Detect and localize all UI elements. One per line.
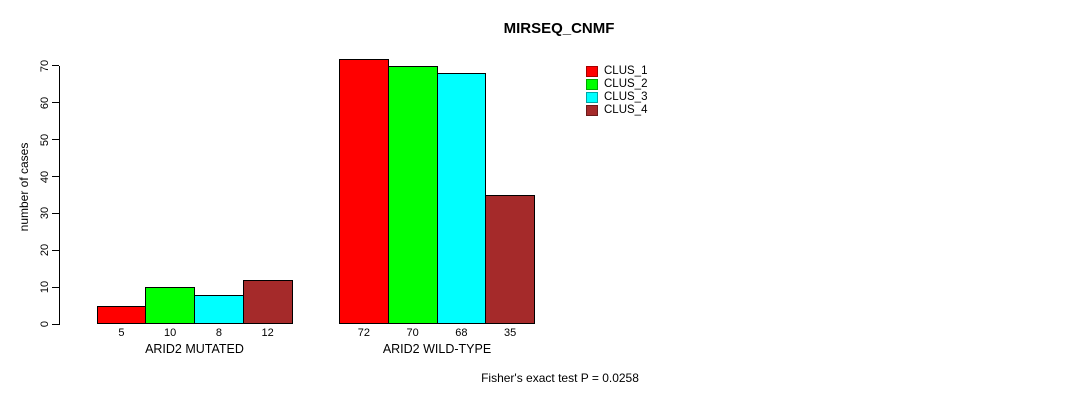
bar-clus_1-wildtype [339,58,389,324]
legend-label: CLUS_2 [604,78,648,90]
y-tick-label: 20 [39,244,51,257]
y-tick-mark [52,249,59,251]
y-axis-title: number of cases [17,142,31,232]
y-tick-mark [52,286,59,288]
bar-value-label: 5 [118,327,125,339]
y-tick-label: 60 [39,96,51,109]
y-tick-label: 40 [39,170,51,183]
y-tick-mark [52,176,59,178]
legend: CLUS_1 CLUS_2 CLUS_3 CLUS_4 [586,65,647,117]
legend-row-clus_2: CLUS_2 [586,78,647,91]
y-tick-label: 70 [39,59,51,73]
legend-label: CLUS_1 [604,65,648,77]
bar-value-label: 68 [455,327,468,339]
bar-clus_3-mutated [194,294,244,324]
bar-clus_3-wildtype [436,73,487,324]
legend-swatch-icon [586,66,598,77]
legend-swatch-icon [586,79,598,90]
bar-value-label: 12 [261,327,274,339]
fisher-test-annotation: Fisher's exact test P = 0.0258 [481,371,639,385]
legend-row-clus_3: CLUS_3 [586,91,647,104]
bar-value-label: 35 [504,327,517,339]
bar-value-label: 10 [164,327,177,339]
x-group-label: ARID2 WILD-TYPE [382,342,492,356]
bar-clus_1-mutated [96,305,147,324]
legend-row-clus_4: CLUS_4 [586,104,647,117]
bar-clus_4-wildtype [485,194,535,324]
legend-swatch-icon [586,105,598,116]
y-tick-label: 10 [39,281,51,294]
legend-label: CLUS_3 [604,91,648,103]
bar-value-label: 8 [215,327,222,339]
y-tick-label: 30 [39,207,51,220]
y-tick-mark [52,323,59,325]
y-axis-line [59,65,60,325]
y-tick-mark [52,65,59,67]
legend-label: CLUS_4 [604,104,648,116]
bar-value-label: 70 [406,327,419,339]
bar-clus_4-mutated [242,279,293,324]
bar-clus_2-mutated [145,287,195,324]
legend-row-clus_1: CLUS_1 [586,65,647,78]
bar-clus_2-wildtype [387,65,438,324]
y-tick-label: 50 [39,133,51,146]
legend-swatch-icon [586,92,598,103]
y-tick-mark [52,139,59,141]
bar-value-label: 72 [357,327,370,339]
y-tick-label: 0 [39,320,51,328]
y-tick-mark [52,102,59,104]
y-tick-mark [52,212,59,214]
x-group-label: ARID2 MUTATED [145,342,244,356]
chart-title: MIRSEQ_CNMF [503,20,615,37]
